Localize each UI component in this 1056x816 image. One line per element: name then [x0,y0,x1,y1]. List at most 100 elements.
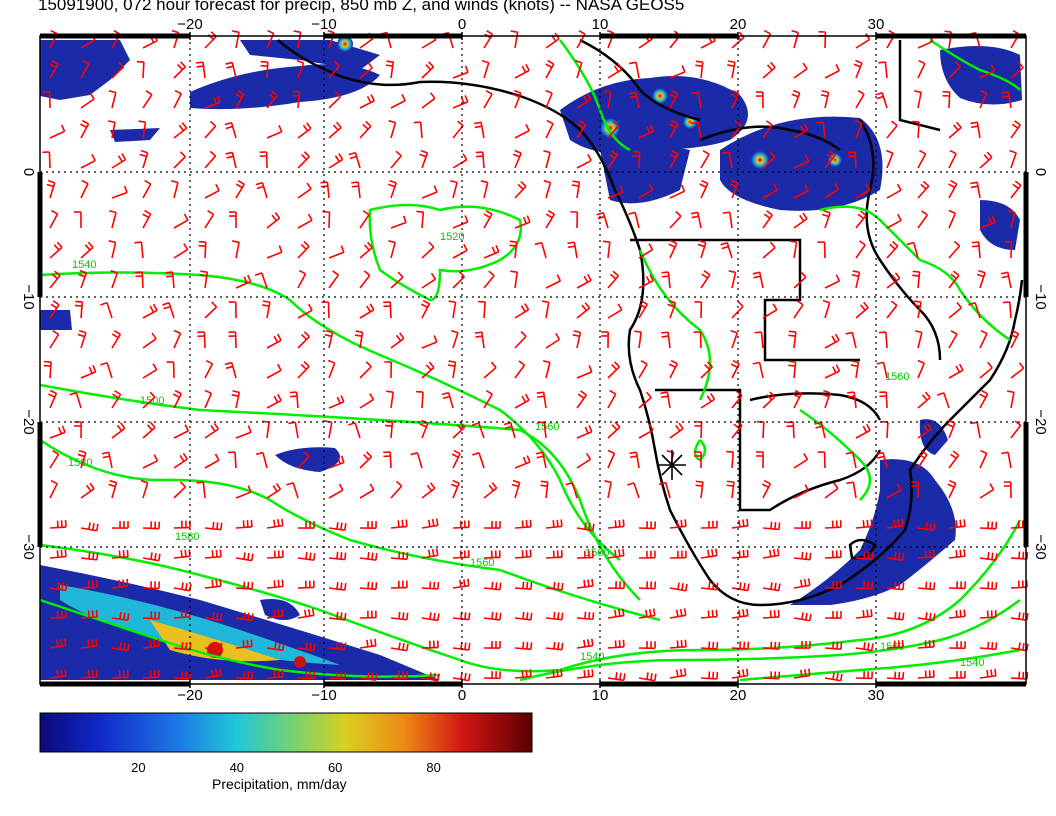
wind-barb [390,332,405,349]
wind-barb [669,119,679,139]
wind-barb [913,300,922,319]
wind-barb [948,519,966,529]
wind-barb [173,329,182,349]
wind-barb [855,89,865,109]
wind-barb [173,151,186,169]
wind-barb [359,672,378,681]
wind-barb [142,669,160,679]
wind-barb [604,480,612,499]
wind-barb [886,240,899,259]
wind-barb [1007,210,1016,229]
wind-barb [512,89,522,109]
wind-barb [142,581,160,590]
wind-barb [514,669,532,679]
wind-barb [879,391,888,409]
wind-barb [638,274,654,289]
wind-barb [793,641,811,649]
wind-barb [607,519,625,529]
wind-barb [204,389,213,409]
wind-barb [142,179,152,199]
wind-barb [537,421,547,439]
wind-barb [49,241,63,259]
wind-barb [855,210,867,229]
wind-barb [49,330,60,349]
wind-barb [886,611,905,621]
wind-barb [638,423,654,439]
wind-barb [948,450,960,469]
wind-barb [576,93,592,109]
wind-barb [108,90,117,109]
wind-barb [576,390,587,409]
wind-barb [173,243,189,259]
wind-barb [359,552,378,561]
wind-barb [483,641,501,649]
wind-barb [789,240,798,259]
wind-barb [204,549,222,559]
wind-barb [845,331,857,349]
wind-barb [514,611,533,621]
wind-barb [140,479,149,499]
wind-barb [917,391,931,409]
wind-barb [195,61,206,79]
wind-barb [328,611,347,621]
wind-barb [297,521,315,529]
wind-barb [80,482,95,499]
wind-barb [948,149,957,169]
wind-barb [576,578,594,589]
colorbar-tick-label: 80 [426,760,441,775]
wind-barb [421,335,438,349]
lon-tick-label-top: −20 [177,16,202,33]
wind-barb [669,89,679,109]
wind-barb [979,361,993,379]
wind-barb [235,612,254,622]
wind-barb [420,299,431,319]
wind-barb [720,241,733,259]
wind-barb [390,519,408,529]
wind-barb [416,390,424,409]
wind-barb [1006,390,1015,409]
wind-barb [845,451,857,469]
wind-barb [235,581,254,590]
wind-barb [235,552,254,562]
wind-barb [359,270,371,289]
contour-label: 1560 [585,547,609,559]
wind-barb [235,519,253,529]
wind-barb [824,580,842,589]
wind-barb [297,240,310,259]
wind-barb [266,579,284,589]
wind-barb [1000,271,1012,289]
wind-barb [534,241,547,259]
wind-barb [111,612,130,621]
wind-barb [359,210,370,229]
wind-barb [255,451,268,469]
wind-barb [948,121,962,139]
wind-barb [793,123,809,139]
wind-barb [728,270,737,289]
wind-barb [452,578,470,589]
wind-barb [390,671,408,680]
wind-barb [731,582,750,592]
wind-barb [1010,61,1024,79]
wind-barb [634,330,642,349]
wind-barb [855,642,874,652]
wind-barb [545,333,561,349]
wind-barb [100,302,113,319]
wind-barb [204,579,222,589]
wind-barb [138,120,147,139]
wind-barb [421,185,438,199]
wind-barb [669,519,687,529]
wind-barb [700,149,710,169]
wind-barb [48,389,58,409]
wind-barb [514,360,526,379]
wind-barb [483,245,500,259]
wind-barb [49,638,67,649]
wind-barb [165,271,175,289]
wind-barb [80,610,98,619]
wind-barb [824,482,839,499]
wind-barb [886,149,894,169]
wind-barb [235,425,252,439]
wind-barb [231,30,240,49]
wind-barb [386,390,394,409]
wind-barb [451,449,461,469]
wind-barb [917,180,930,199]
